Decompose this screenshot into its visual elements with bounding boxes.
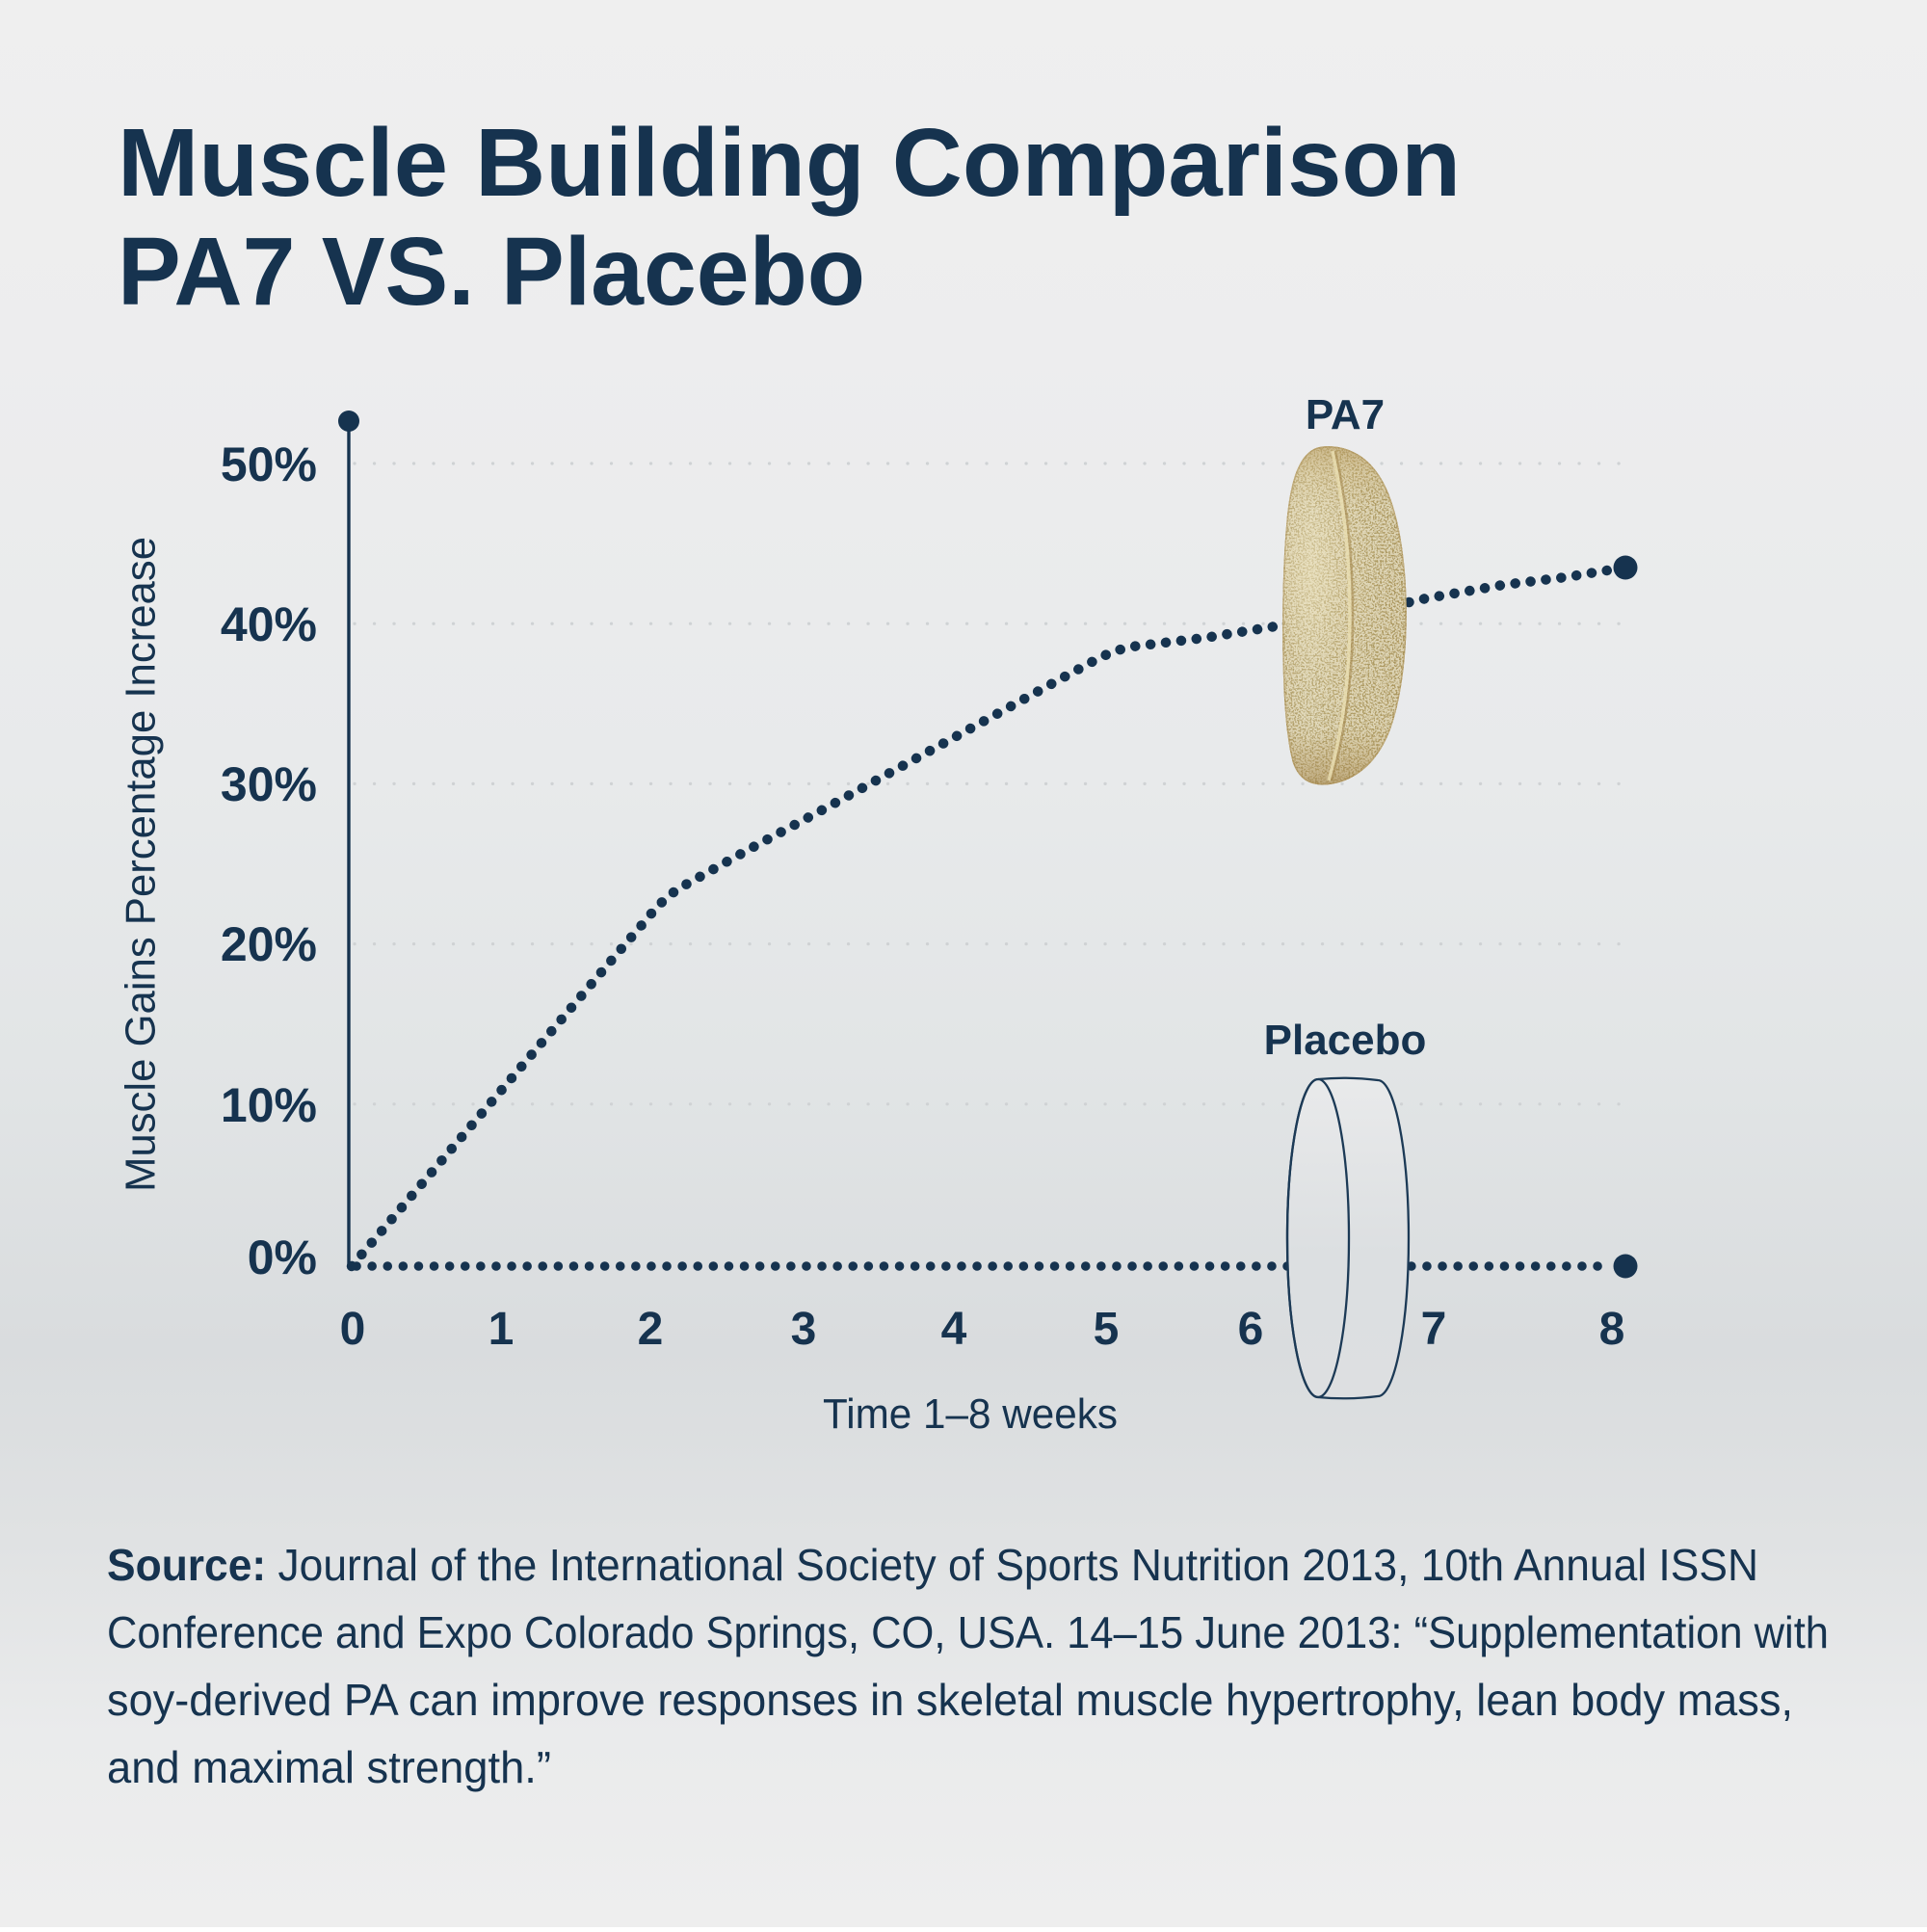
svg-text:Conference and Expo Colorado S: Conference and Expo Colorado Springs, CO… [107, 1607, 1829, 1657]
svg-text:PA7 VS. Placebo: PA7 VS. Placebo [118, 218, 865, 326]
svg-text:50%: 50% [221, 437, 317, 491]
svg-text:soy-derived PA can improve res: soy-derived PA can improve responses in … [107, 1675, 1793, 1725]
svg-text:4: 4 [941, 1304, 967, 1355]
svg-text:7: 7 [1421, 1304, 1447, 1355]
svg-text:Muscle Gains Percentage Increa: Muscle Gains Percentage Increase [118, 537, 165, 1192]
svg-text:0: 0 [340, 1304, 366, 1355]
svg-text:10%: 10% [221, 1078, 317, 1132]
svg-text:3: 3 [791, 1304, 817, 1355]
svg-text:8: 8 [1599, 1304, 1625, 1355]
svg-text:0%: 0% [248, 1231, 317, 1284]
svg-text:30%: 30% [221, 757, 317, 811]
svg-text:Source: Journal of the Interna: Source: Journal of the International Soc… [107, 1540, 1758, 1590]
svg-text:Placebo: Placebo [1264, 1017, 1427, 1064]
svg-text:PA7: PA7 [1306, 391, 1385, 438]
svg-text:Time 1–8 weeks: Time 1–8 weeks [823, 1390, 1118, 1438]
svg-text:6: 6 [1238, 1304, 1264, 1355]
svg-text:and maximal strength.”: and maximal strength.” [107, 1742, 551, 1792]
svg-text:40%: 40% [221, 597, 317, 651]
svg-text:2: 2 [638, 1304, 664, 1355]
svg-text:1: 1 [488, 1304, 515, 1355]
svg-text:Muscle Building Comparison: Muscle Building Comparison [118, 109, 1461, 217]
svg-text:5: 5 [1094, 1304, 1120, 1355]
svg-text:20%: 20% [221, 917, 317, 971]
